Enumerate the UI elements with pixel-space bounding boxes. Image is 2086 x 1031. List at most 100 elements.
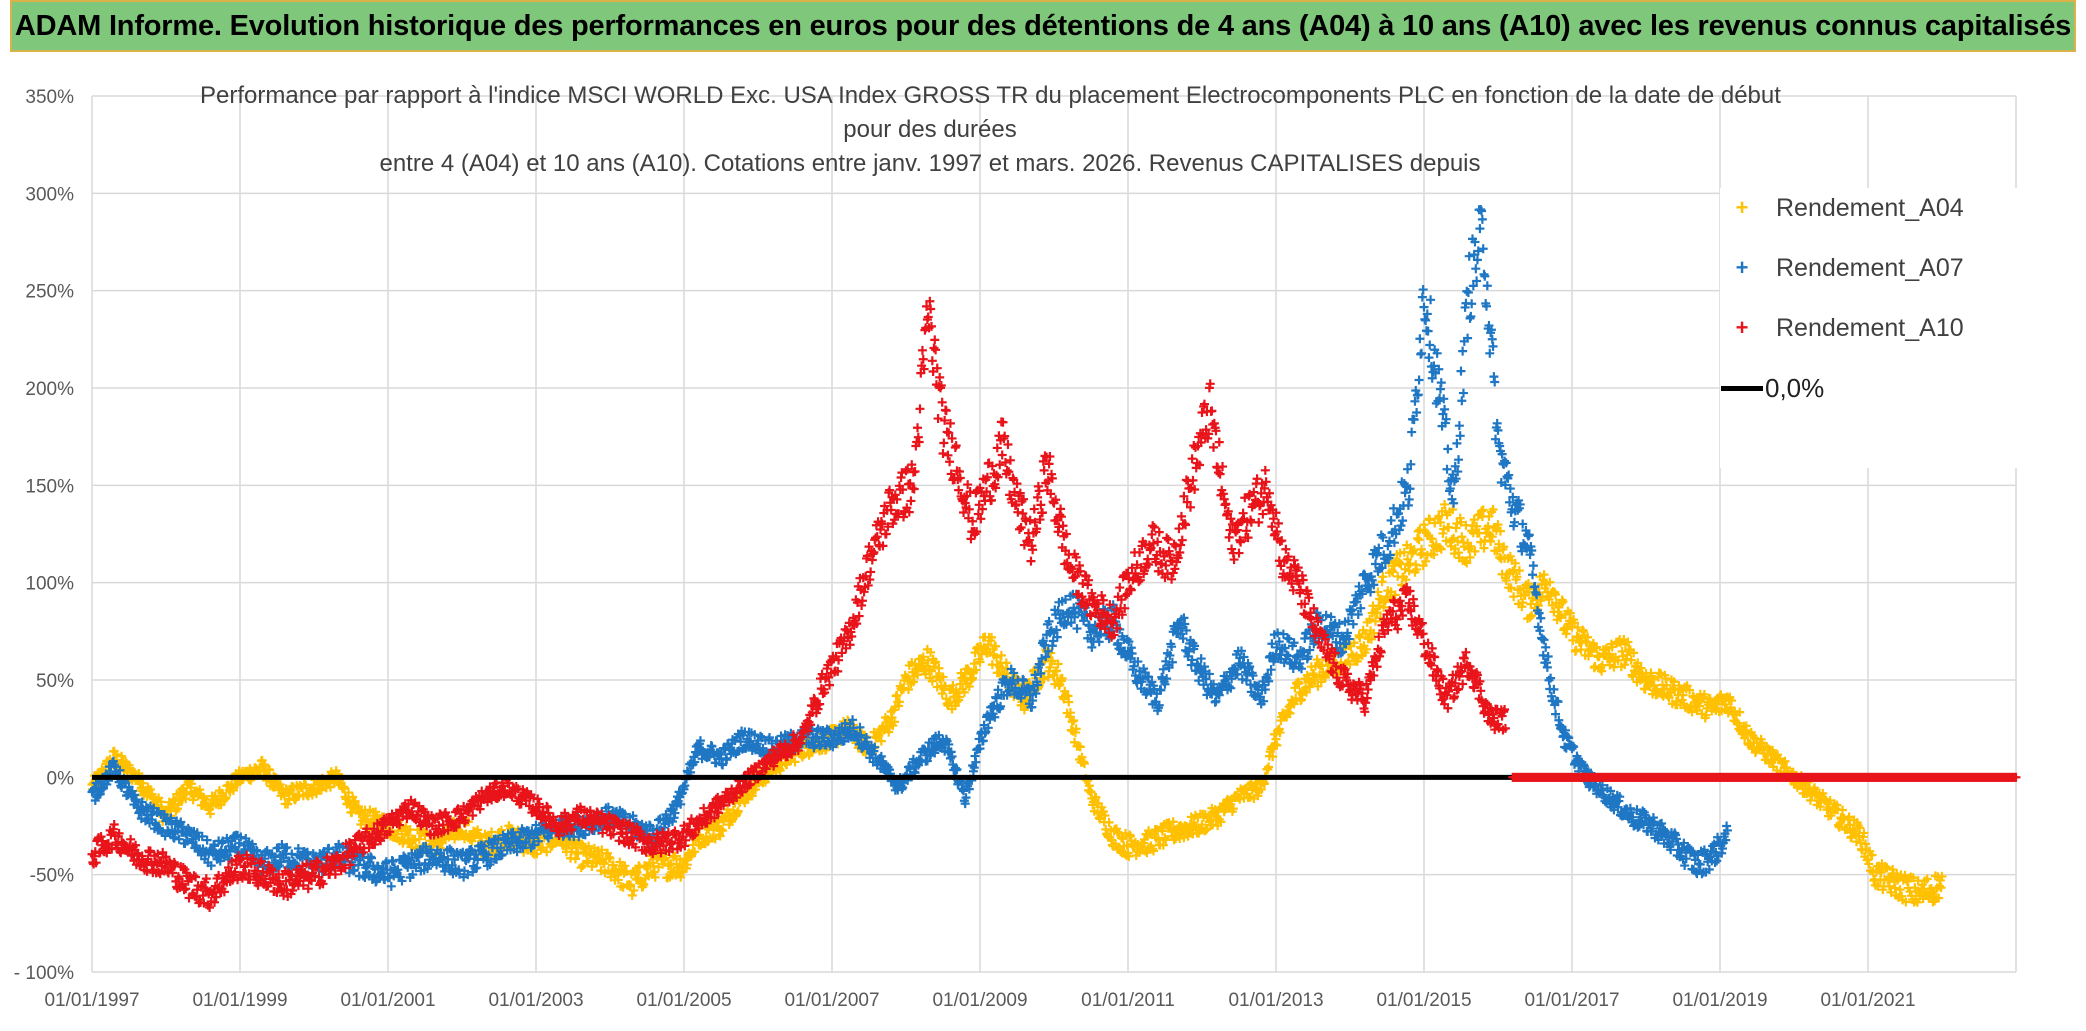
a07-point	[512, 847, 522, 857]
a04-point	[629, 885, 639, 895]
x-tick-label: 01/01/2001	[340, 990, 435, 1011]
a04-point	[1626, 655, 1636, 665]
a04-point	[1057, 673, 1067, 683]
a04-point	[1370, 616, 1380, 626]
a07-point	[364, 870, 374, 880]
a07-point	[750, 730, 760, 740]
a07-point	[247, 839, 257, 849]
a04-point	[1476, 537, 1486, 547]
a04-point	[283, 799, 293, 809]
a04-point	[1355, 633, 1365, 643]
a04-point	[894, 697, 904, 707]
a04-point	[1429, 550, 1439, 560]
a04-point	[1372, 608, 1382, 618]
a07-point	[603, 802, 613, 812]
a04-point	[496, 825, 506, 835]
a04-point	[1493, 520, 1503, 530]
a04-point	[1727, 696, 1737, 706]
a07-point	[628, 811, 638, 821]
a04-point	[1179, 833, 1189, 843]
a07-point	[690, 757, 700, 767]
a07-point	[620, 809, 630, 819]
a04-point	[1512, 572, 1522, 582]
a04-point	[339, 783, 349, 793]
a04-point	[542, 847, 552, 857]
x-tick-label: 01/01/2011	[1081, 990, 1175, 1011]
a04-point	[1256, 784, 1266, 794]
a04-point	[807, 747, 817, 757]
a04-point	[1111, 839, 1121, 849]
a07-point	[822, 724, 832, 734]
a07-point	[1458, 346, 1468, 356]
a04-point	[1576, 645, 1586, 655]
a04-point	[1851, 837, 1861, 847]
a04-point	[1116, 847, 1126, 857]
a04-point	[362, 811, 372, 821]
a04-point	[959, 687, 969, 697]
a07-point	[1443, 444, 1453, 454]
a04-point	[186, 779, 196, 789]
a04-point	[927, 676, 937, 686]
a04-point	[1838, 805, 1848, 815]
a04-point	[1301, 687, 1311, 697]
a04-point	[1628, 672, 1638, 682]
x-tick-label: 01/01/2017	[1524, 990, 1619, 1011]
a04-point	[1169, 835, 1179, 845]
a07-point	[1528, 561, 1538, 571]
a04-point	[1456, 517, 1466, 527]
a04-point	[228, 785, 238, 795]
a04-point	[1053, 659, 1063, 669]
a07-point	[1407, 427, 1417, 437]
a04-point	[1562, 624, 1572, 634]
a04-point	[681, 856, 691, 866]
a04-point	[1441, 536, 1451, 546]
a04-point	[1735, 707, 1745, 717]
a04-point	[325, 782, 335, 792]
a04-point	[954, 692, 964, 702]
a07-point	[1426, 295, 1436, 305]
a04-point	[1911, 896, 1921, 906]
a07-point	[930, 748, 940, 758]
a07-point	[1466, 311, 1476, 321]
a04-point	[1537, 592, 1547, 602]
a04-point	[1047, 656, 1057, 666]
a04-point	[1019, 705, 1029, 715]
a04-point	[1079, 759, 1089, 769]
a07-point	[176, 817, 186, 827]
a07-point	[944, 739, 954, 749]
a07-point	[543, 833, 553, 843]
a04-point	[1039, 674, 1049, 684]
banner-bar: ADAM Informe. Evolution historique des p…	[10, 0, 2076, 52]
a07-point	[463, 870, 473, 880]
a07-point	[1458, 388, 1468, 398]
a04-point	[1876, 868, 1886, 878]
a04-point	[670, 851, 680, 861]
y-tick-label: -50%	[30, 866, 74, 887]
a07-point	[236, 832, 246, 842]
a07-point	[1490, 377, 1500, 387]
a04-point	[605, 853, 615, 863]
a04-point	[1884, 881, 1894, 891]
a04-point	[934, 663, 944, 673]
y-tick-label: 350%	[25, 87, 74, 108]
x-tick-label: 01/01/2005	[636, 990, 731, 1011]
a04-point	[1685, 685, 1695, 695]
a07-point	[1072, 624, 1082, 634]
a04-point	[1470, 546, 1480, 556]
a04-point	[1514, 566, 1524, 576]
a07-point	[1528, 570, 1538, 580]
a04-point	[710, 834, 720, 844]
a07-point	[848, 715, 858, 725]
a07-point	[497, 849, 507, 859]
a04-point	[918, 652, 928, 662]
a04-point	[1361, 628, 1371, 638]
chart-area: - 100% -50% 0% 50% 100% 150% 200% 250% 300% 350% 0…	[0, 54, 2086, 1031]
a04-point	[1435, 517, 1445, 527]
a04-point	[1506, 583, 1516, 593]
a04-point	[1613, 655, 1623, 665]
y-tick-label: 0%	[47, 768, 75, 789]
a07-point	[279, 853, 289, 863]
a04-point	[1922, 874, 1932, 884]
a04-point	[626, 880, 636, 890]
a04-point	[1656, 669, 1666, 679]
